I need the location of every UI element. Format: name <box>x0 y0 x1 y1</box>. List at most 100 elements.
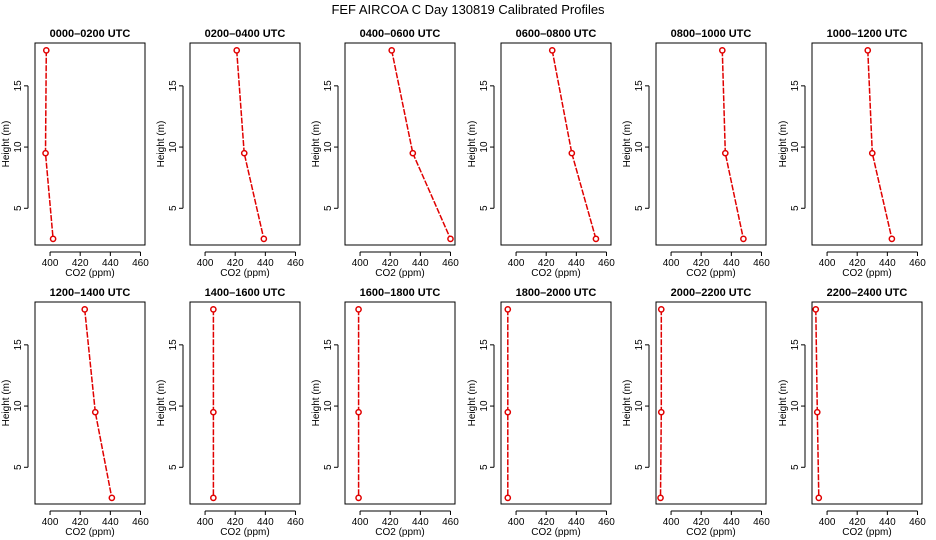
panel-title: 0800–1000 UTC <box>671 28 752 40</box>
x-tick-label: 400 <box>197 517 214 528</box>
data-point <box>592 235 600 243</box>
panel-title: 0200–0400 UTC <box>205 28 286 40</box>
data-point <box>548 46 556 54</box>
x-axis-label: CO2 (ppm) <box>842 527 891 538</box>
y-axis-label: Height (m) <box>467 121 478 168</box>
x-axis-label: CO2 (ppm) <box>220 268 269 279</box>
y-tick-label: 5 <box>168 464 179 470</box>
panel-title: 0000–0200 UTC <box>50 28 131 40</box>
y-tick-label: 5 <box>168 205 179 211</box>
profile-panel: 2000–2200 UTC 400 420 440 460 CO2 (ppm) 5 10 15 H… <box>622 287 770 538</box>
data-point <box>355 305 362 313</box>
plot-frame <box>189 301 301 505</box>
x-tick-label: 400 <box>819 258 836 269</box>
y-tick-label: 15 <box>168 339 179 351</box>
x-axis-label: CO2 (ppm) <box>531 527 580 538</box>
plot-frame <box>344 301 456 505</box>
x-tick-label: 400 <box>42 517 59 528</box>
x-axis-label: CO2 (ppm) <box>686 268 735 279</box>
profile-panel: 1400–1600 UTC 400 420 440 460 CO2 (ppm) 5 10 15 H… <box>156 287 304 538</box>
y-axis-label: Height (m) <box>311 121 322 168</box>
plot-frame <box>811 42 923 246</box>
x-tick-label: 440 <box>723 258 740 269</box>
x-tick-label: 400 <box>508 517 525 528</box>
y-tick-label: 5 <box>479 464 490 470</box>
x-tick-label: 460 <box>132 517 149 528</box>
x-axis-label: CO2 (ppm) <box>531 268 580 279</box>
x-tick-label: 460 <box>753 258 770 269</box>
y-tick-label: 10 <box>790 141 801 153</box>
y-axis-label: Height (m) <box>778 380 789 427</box>
data-point <box>740 235 747 243</box>
x-tick-label: 400 <box>508 258 525 269</box>
x-tick-label: 400 <box>352 517 369 528</box>
x-tick-label: 440 <box>568 258 585 269</box>
profile-panel: 0200–0400 UTC 400 420 440 460 CO2 (ppm) 5 10 15 H… <box>156 28 304 279</box>
x-tick-label: 400 <box>663 517 680 528</box>
y-axis-label: Height (m) <box>156 121 167 168</box>
y-axis-label: Height (m) <box>467 380 478 427</box>
x-axis-label: CO2 (ppm) <box>375 527 424 538</box>
plot-frame <box>500 42 612 246</box>
x-tick-label: 420 <box>227 258 244 269</box>
profile-series-line <box>551 50 597 240</box>
y-axis-label: Height (m) <box>622 121 633 168</box>
data-point <box>81 305 89 313</box>
profile-panel: 0800–1000 UTC 400 420 440 460 CO2 (ppm) 5 10 15 H… <box>622 28 770 279</box>
data-point <box>868 149 876 157</box>
profile-series-line <box>390 50 452 240</box>
y-tick-label: 5 <box>634 464 645 470</box>
x-tick-label: 460 <box>132 258 149 269</box>
x-tick-label: 460 <box>442 517 459 528</box>
panel-title: 1000–1200 UTC <box>827 28 908 40</box>
y-axis-label: Height (m) <box>1 121 12 168</box>
x-tick-label: 460 <box>598 258 615 269</box>
plot-frame <box>655 42 767 246</box>
x-tick-label: 460 <box>909 517 926 528</box>
x-axis-label: CO2 (ppm) <box>65 268 114 279</box>
data-point <box>657 305 665 313</box>
x-tick-label: 460 <box>598 517 615 528</box>
panel-title: 2000–2200 UTC <box>671 287 752 299</box>
x-tick-label: 440 <box>723 517 740 528</box>
data-point <box>504 408 512 416</box>
data-point <box>388 46 396 54</box>
data-point <box>108 494 116 502</box>
data-point <box>49 235 57 243</box>
figure-title: FEF AIRCOA C Day 130819 Calibrated Profi… <box>331 2 605 17</box>
profile-panel: 1800–2000 UTC 400 420 440 460 CO2 (ppm) 5 10 15 H… <box>467 287 615 538</box>
x-axis-label: CO2 (ppm) <box>220 527 269 538</box>
data-point <box>864 46 872 54</box>
y-axis-label: Height (m) <box>778 121 789 168</box>
y-tick-label: 15 <box>323 339 334 351</box>
x-tick-label: 400 <box>42 258 59 269</box>
x-axis-label: CO2 (ppm) <box>65 527 114 538</box>
profile-series-line <box>83 309 113 499</box>
x-tick-label: 420 <box>538 258 555 269</box>
x-axis-label: CO2 (ppm) <box>686 527 735 538</box>
plot-frame <box>500 301 612 505</box>
data-point <box>504 494 512 502</box>
x-tick-label: 440 <box>102 517 119 528</box>
y-tick-label: 15 <box>323 80 334 92</box>
panel-title: 1200–1400 UTC <box>50 287 131 299</box>
y-tick-label: 15 <box>13 339 24 351</box>
panel-title: 1600–1800 UTC <box>360 287 441 299</box>
profile-series-line <box>659 309 663 498</box>
profile-panel: 0000–0200 UTC 400 420 440 460 CO2 (ppm) 5 10 15 H… <box>1 28 149 279</box>
x-tick-label: 420 <box>849 258 866 269</box>
x-tick-label: 400 <box>663 258 680 269</box>
data-point <box>91 408 99 416</box>
data-point <box>42 46 50 54</box>
y-tick-label: 10 <box>13 141 24 153</box>
x-tick-label: 420 <box>72 517 89 528</box>
panel-title: 0400–0600 UTC <box>360 28 441 40</box>
plot-frame <box>34 42 146 246</box>
y-tick-label: 10 <box>323 400 334 412</box>
data-point <box>657 494 664 502</box>
data-point <box>260 235 268 243</box>
y-tick-label: 15 <box>634 339 645 351</box>
x-tick-label: 440 <box>568 517 585 528</box>
data-point <box>657 408 665 416</box>
data-point <box>210 494 217 502</box>
